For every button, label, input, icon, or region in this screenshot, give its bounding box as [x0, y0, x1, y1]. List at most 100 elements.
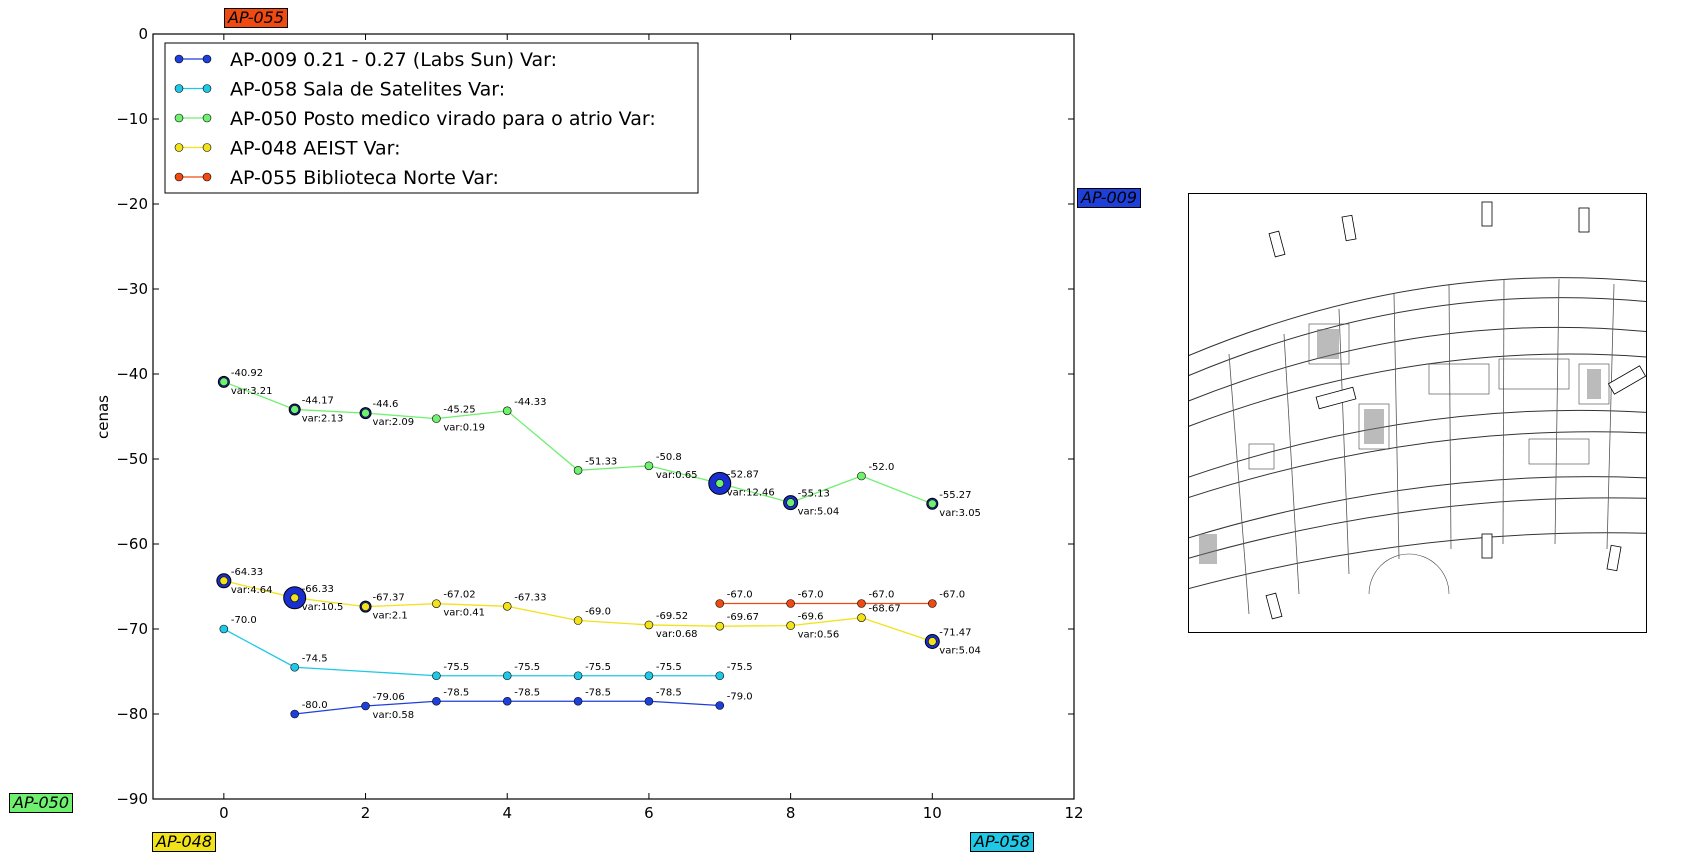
- data-label: -44.17: [302, 395, 334, 406]
- data-label: -69.0: [585, 607, 611, 618]
- legend-marker: [202, 113, 212, 123]
- legend-marker: [174, 143, 184, 152]
- y-tick-label: −80: [116, 705, 148, 723]
- data-point: [786, 621, 795, 630]
- data-point: [573, 671, 583, 681]
- ap-tag-ap-058: AP-058: [970, 832, 1035, 852]
- x-tick-label: 10: [923, 804, 942, 822]
- legend-marker: [174, 113, 184, 123]
- data-label: -66.33: [302, 584, 334, 595]
- data-point: [857, 599, 866, 608]
- data-point: [361, 408, 370, 418]
- series-0: [290, 696, 725, 719]
- variance-label: var:10.5: [302, 602, 344, 613]
- data-point: [502, 406, 512, 416]
- data-label: -44.33: [514, 397, 546, 408]
- x-tick-label: 6: [644, 804, 654, 822]
- data-point: [715, 479, 725, 488]
- variance-label: var:0.58: [373, 710, 415, 721]
- y-tick-label: −70: [116, 620, 148, 638]
- legend-entry: AP-055 Biblioteca Norte Var:: [174, 167, 499, 189]
- data-label: -69.52: [656, 611, 688, 622]
- x-tick-label: 8: [786, 804, 796, 822]
- legend-box: [164, 42, 699, 194]
- x-tick-label: 2: [361, 804, 371, 822]
- data-point: [928, 499, 937, 509]
- legend-label: AP-055 Biblioteca Norte Var:: [230, 167, 499, 189]
- data-label: -75.5: [443, 662, 469, 673]
- point-labels: -80.0 -79.06 var:0.58 -78.5 -78.5 -78.5 -78.5 -…: [231, 368, 981, 721]
- ap-tag-ap-050: AP-050: [9, 793, 74, 813]
- data-label: -75.5: [656, 662, 682, 673]
- data-label: -51.33: [585, 456, 617, 467]
- data-label: -69.67: [727, 612, 759, 623]
- data-label: -67.0: [868, 590, 894, 601]
- data-label: -78.5: [656, 687, 682, 698]
- data-point: [219, 377, 229, 387]
- variance-label: var:5.04: [939, 645, 981, 656]
- legend-entry: AP-050 Posto medico virado para o atrio …: [174, 108, 656, 130]
- legend-entry: AP-058 Sala de Satelites Var:: [174, 79, 505, 101]
- data-point: [786, 498, 795, 507]
- variance-label: var:3.21: [231, 386, 273, 397]
- data-point: [715, 621, 725, 631]
- legend-marker: [202, 143, 212, 152]
- data-label: -70.0: [231, 615, 257, 626]
- data-point: [502, 696, 512, 706]
- data-point: [290, 593, 299, 603]
- series-2: [217, 375, 939, 511]
- data-label: -79.0: [727, 692, 753, 703]
- data-point: [502, 671, 512, 681]
- data-point: [644, 671, 654, 681]
- series-3: [216, 573, 940, 649]
- series-layer: [216, 375, 940, 719]
- data-label: -78.5: [443, 687, 469, 698]
- data-label: -75.5: [727, 662, 753, 673]
- data-point: [928, 599, 937, 608]
- data-point: [219, 576, 229, 586]
- x-tick-label: 0: [219, 804, 229, 822]
- data-point: [573, 466, 583, 475]
- data-point: [290, 709, 299, 719]
- floor-plan-icon: [1189, 201, 1646, 620]
- data-label: -52.87: [727, 469, 759, 480]
- legend-marker: [202, 172, 212, 182]
- data-point: [857, 613, 866, 622]
- data-label: -75.5: [585, 662, 611, 673]
- floor-plan-image: [1188, 193, 1647, 633]
- variance-label: var:2.13: [302, 413, 344, 424]
- data-point: [644, 696, 654, 706]
- data-label: -50.8: [656, 452, 682, 463]
- legend-label: AP-009 0.21 - 0.27 (Labs Sun) Var:: [230, 49, 557, 71]
- data-point: [715, 671, 725, 681]
- data-point: [432, 696, 441, 706]
- data-label: -44.6: [373, 399, 399, 410]
- data-point: [219, 624, 229, 634]
- x-tick-label: 4: [502, 804, 512, 822]
- data-point: [432, 671, 441, 681]
- variance-label: var:12.46: [727, 487, 775, 498]
- data-point: [857, 471, 866, 481]
- legend-marker: [174, 84, 184, 93]
- data-label: -78.5: [514, 687, 540, 698]
- data-label: -71.47: [939, 627, 971, 638]
- axes: 0 2 4 6 8 10 12 0 −10 −20 −30 −40 −50 −60 −70 −80 −90: [116, 25, 1083, 822]
- legend-label: AP-058 Sala de Satelites Var:: [230, 79, 505, 101]
- data-point: [715, 599, 725, 608]
- y-tick-label: −20: [116, 195, 148, 213]
- data-point: [715, 701, 725, 710]
- variance-label: var:4.64: [231, 585, 273, 596]
- data-label: -74.5: [302, 653, 328, 664]
- data-label: -67.0: [727, 590, 753, 601]
- data-label: -40.92: [231, 368, 263, 379]
- data-point: [573, 616, 583, 625]
- legend-marker: [202, 54, 212, 64]
- y-tick-label: −90: [116, 790, 148, 808]
- y-tick-label: −10: [116, 110, 148, 128]
- legend-entry: AP-048 AEIST Var:: [174, 138, 401, 160]
- legend-label: AP-048 AEIST Var:: [230, 138, 401, 160]
- data-point: [290, 405, 299, 414]
- data-label: -78.5: [585, 687, 611, 698]
- y-axis-label: cenas: [94, 395, 112, 439]
